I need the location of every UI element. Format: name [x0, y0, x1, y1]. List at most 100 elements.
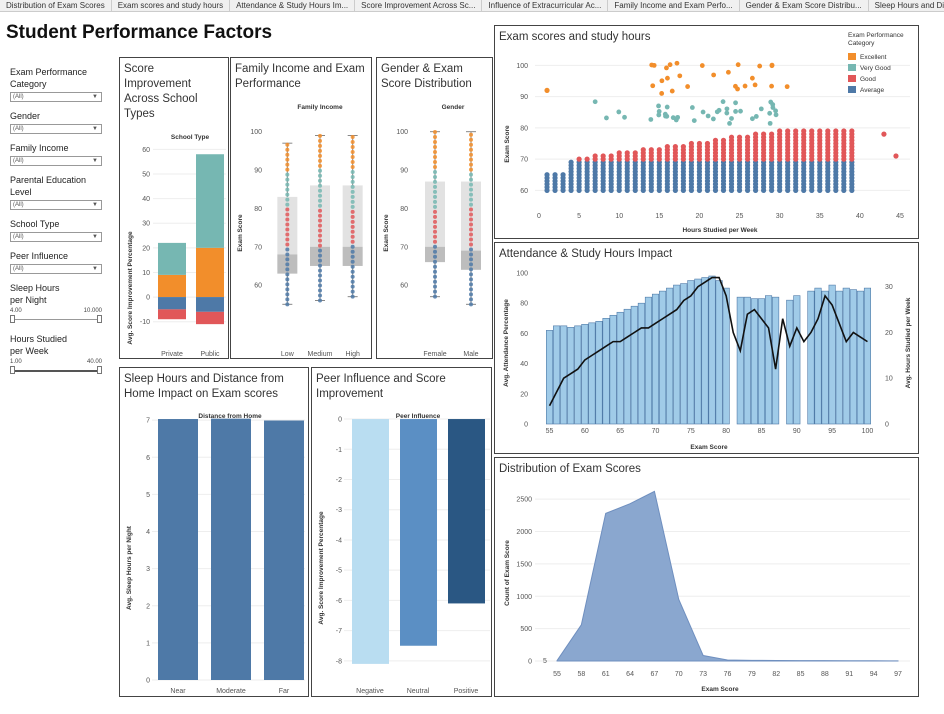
tab-0[interactable]: Distribution of Exam Scores [0, 0, 112, 11]
dot [469, 132, 473, 137]
point-good [785, 128, 791, 134]
dot [433, 239, 437, 244]
attendance-panel: Attendance & Study Hours Impact 0 20 40 60 8… [494, 242, 919, 454]
y-axis-label: Count of Exam Score [504, 540, 511, 606]
point-good [688, 140, 695, 147]
dot [469, 257, 473, 262]
tab-1[interactable]: Exam scores and study hours [112, 0, 231, 11]
dot [285, 187, 290, 192]
sleep-hours-slider[interactable] [10, 315, 102, 325]
y-tick-label: 70 [400, 244, 408, 251]
y-tick-label: -3 [336, 507, 342, 514]
slider-max-handle[interactable] [97, 366, 102, 374]
y-tick-label: 500 [520, 626, 532, 633]
dot [433, 224, 437, 229]
bar [680, 283, 688, 425]
tab-3[interactable]: Score Improvement Across Sc... [355, 0, 483, 11]
family-income-dropdown[interactable]: (All) ▼ [10, 156, 102, 166]
filter-label-parental-education: Parental Education Level [10, 175, 87, 197]
y-tick-label: -6 [336, 598, 342, 605]
page-title: Student Performance Factors [6, 22, 273, 43]
point-very-good [758, 106, 764, 112]
tab-5[interactable]: Family Income and Exam Perfo... [608, 0, 740, 11]
distribution-chart: 0 500 1000 1500 2000 2500 Count of Exam Score 5… [504, 490, 910, 693]
dot [318, 178, 322, 183]
x-tick-label: 65 [616, 428, 624, 435]
dot [318, 253, 322, 258]
point-excellent [685, 84, 691, 89]
dot [469, 212, 473, 217]
dot [350, 189, 355, 194]
point-excellent [733, 83, 738, 89]
x-tick-label: Moderate [216, 688, 246, 695]
bar [863, 287, 871, 425]
point-average [544, 172, 550, 178]
chevron-down-icon: ▼ [92, 266, 98, 272]
y2-tick-label: 30 [885, 284, 893, 291]
tab-4[interactable]: Influence of Extracurricular Ac... [482, 0, 609, 11]
point-good [584, 156, 590, 162]
bar [630, 305, 638, 425]
dot [318, 278, 322, 283]
dot [433, 289, 437, 294]
exam-category-dropdown[interactable]: (All) ▼ [10, 92, 102, 102]
slider-max-handle[interactable] [97, 315, 102, 323]
slider-min-handle[interactable] [10, 315, 15, 323]
point-good [632, 150, 638, 156]
y-tick-label: 70 [254, 244, 262, 251]
point-excellent [742, 83, 748, 89]
dot [433, 284, 437, 289]
y2-tick-label: 20 [885, 330, 893, 337]
dot [318, 163, 322, 168]
chevron-down-icon: ▼ [92, 126, 98, 132]
dot [350, 224, 355, 229]
bar-excellent-private [158, 274, 186, 298]
dot [433, 154, 437, 159]
dot [469, 237, 473, 242]
point-excellent [650, 83, 656, 89]
dot [350, 239, 355, 244]
point-good [680, 144, 686, 150]
dot [318, 183, 322, 188]
x-tick-label: 70 [675, 671, 683, 678]
bar-average-public [196, 297, 224, 312]
peer-influence-dropdown[interactable]: (All) ▼ [10, 264, 102, 274]
tab-2[interactable]: Attendance & Study Hours Im... [230, 0, 356, 11]
legend-entry: Very Good [860, 65, 891, 72]
dropdown-value: (All) [13, 266, 24, 272]
dot [350, 229, 355, 234]
dot [469, 137, 473, 142]
family-income-chart: Family Income Exam Score 60 70 80 90 100 Low Med… [237, 104, 363, 358]
parental-education-dropdown[interactable]: (All) ▼ [10, 200, 102, 210]
y2-axis-label: Avg. Hours Studied per Week [905, 297, 912, 388]
dot [469, 172, 473, 177]
dot [469, 222, 473, 227]
point-good [648, 147, 654, 153]
dot [469, 277, 473, 282]
gender-dropdown[interactable]: (All) ▼ [10, 124, 102, 134]
dot [433, 209, 437, 214]
slider-min-handle[interactable] [10, 366, 15, 374]
chevron-down-icon: ▼ [92, 158, 98, 164]
bar [574, 325, 582, 425]
point-very-good [773, 112, 779, 118]
peer-influence-chart: Peer Influence Avg. Score Improvement Per… [318, 413, 490, 695]
dot [318, 138, 322, 143]
bar [595, 321, 603, 425]
dot [469, 282, 473, 287]
hours-studied-slider[interactable] [10, 366, 102, 376]
x-tick-label: Near [170, 688, 186, 695]
x-tick-label: 40 [856, 213, 864, 220]
school-type-dropdown[interactable]: (All) ▼ [10, 232, 102, 242]
tab-7[interactable]: Sleep Hours and Distan [869, 0, 944, 11]
x-tick-label: 80 [722, 428, 730, 435]
dot [318, 283, 322, 288]
point-very-good [768, 99, 774, 105]
dot [350, 209, 355, 214]
y-tick-label: 5 [146, 492, 150, 499]
dot [318, 208, 322, 213]
tab-6[interactable]: Gender & Exam Score Distribu... [740, 0, 869, 11]
point-good [672, 144, 678, 150]
dot [469, 157, 473, 162]
y-axis-label: Avg. Score Improvement Percentage [318, 511, 325, 625]
